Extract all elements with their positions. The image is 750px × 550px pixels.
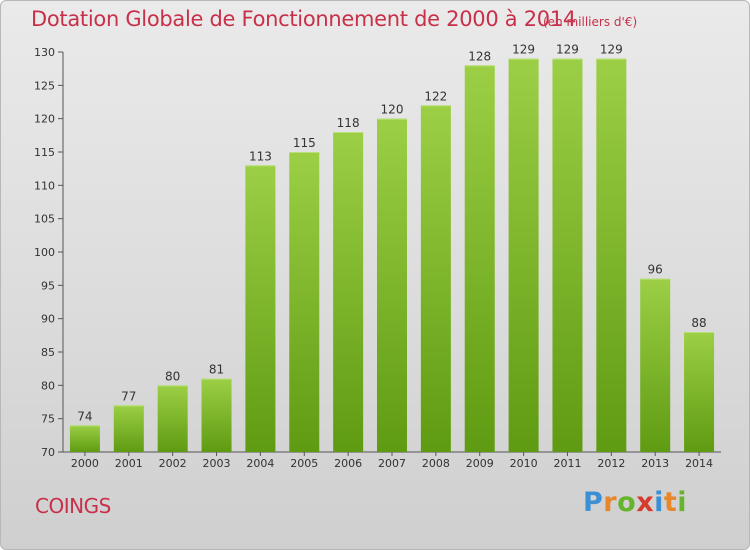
x-tick-label-2006: 2006 [334,457,362,470]
y-tick-label: 75 [41,413,55,426]
x-tick-label-2011: 2011 [553,457,581,470]
data-label-2012: 129 [600,43,623,57]
y-tick-label: 105 [34,213,55,226]
x-tick-label-2009: 2009 [466,457,494,470]
bar-2007 [377,118,407,453]
data-label-2003: 81 [209,363,224,377]
data-label-2001: 77 [121,389,136,403]
y-tick-label: 120 [34,113,55,126]
y-tick-label: 80 [41,379,55,392]
data-label-2011: 129 [556,43,579,57]
bar-2001 [113,405,144,452]
x-tick-label-2005: 2005 [290,457,318,470]
y-tick-label: 95 [41,279,55,292]
proxiti-logo: Proxiti [583,487,688,518]
data-label-2014: 88 [691,316,706,330]
bar-2006 [333,132,364,452]
bar-2002 [157,385,188,452]
data-label-2005: 115 [293,136,316,150]
data-label-2006: 118 [337,116,360,130]
chart-unit: (en milliers d'€) [543,15,638,29]
bar-2010 [508,58,539,453]
y-tick-label: 100 [34,246,55,259]
bar-2012 [596,58,627,453]
x-tick-label-2001: 2001 [115,457,143,470]
bar-2005 [289,152,320,452]
data-label-2010: 129 [512,43,535,57]
bar-2009 [464,65,495,452]
bar-2011 [552,58,583,453]
data-label-2008: 122 [424,89,447,103]
x-tick-label-2004: 2004 [246,457,274,470]
bar-2000 [69,425,100,452]
bar-2004 [245,165,276,453]
commune-name: COINGS [35,494,111,518]
bar-2008 [420,105,451,452]
y-tick-label: 125 [34,79,55,92]
data-label-2004: 113 [249,149,272,163]
x-tick-label-2002: 2002 [159,457,187,470]
data-label-2002: 80 [165,369,180,383]
y-tick-label: 110 [34,179,55,192]
y-tick-label: 115 [34,146,55,159]
data-label-2007: 120 [381,103,404,117]
y-tick-label: 85 [41,346,55,359]
x-tick-label-2003: 2003 [203,457,231,470]
bar-2014 [684,332,715,452]
data-label-2013: 96 [648,263,663,277]
x-tick-label-2000: 2000 [71,457,99,470]
chart-title: Dotation Globale de Fonctionnement de 20… [31,7,576,31]
y-tick-label: 90 [41,313,55,326]
x-tick-label-2013: 2013 [641,457,669,470]
data-label-2009: 128 [468,49,491,63]
x-tick-label-2010: 2010 [510,457,538,470]
x-tick-label-2014: 2014 [685,457,713,470]
data-label-2000: 74 [77,409,92,423]
x-tick-label-2007: 2007 [378,457,406,470]
y-tick-label: 130 [34,46,55,59]
x-tick-label-2008: 2008 [422,457,450,470]
bar-2013 [640,278,671,452]
bar-2003 [201,378,232,452]
x-tick-label-2012: 2012 [597,457,625,470]
y-tick-label: 70 [41,446,55,459]
